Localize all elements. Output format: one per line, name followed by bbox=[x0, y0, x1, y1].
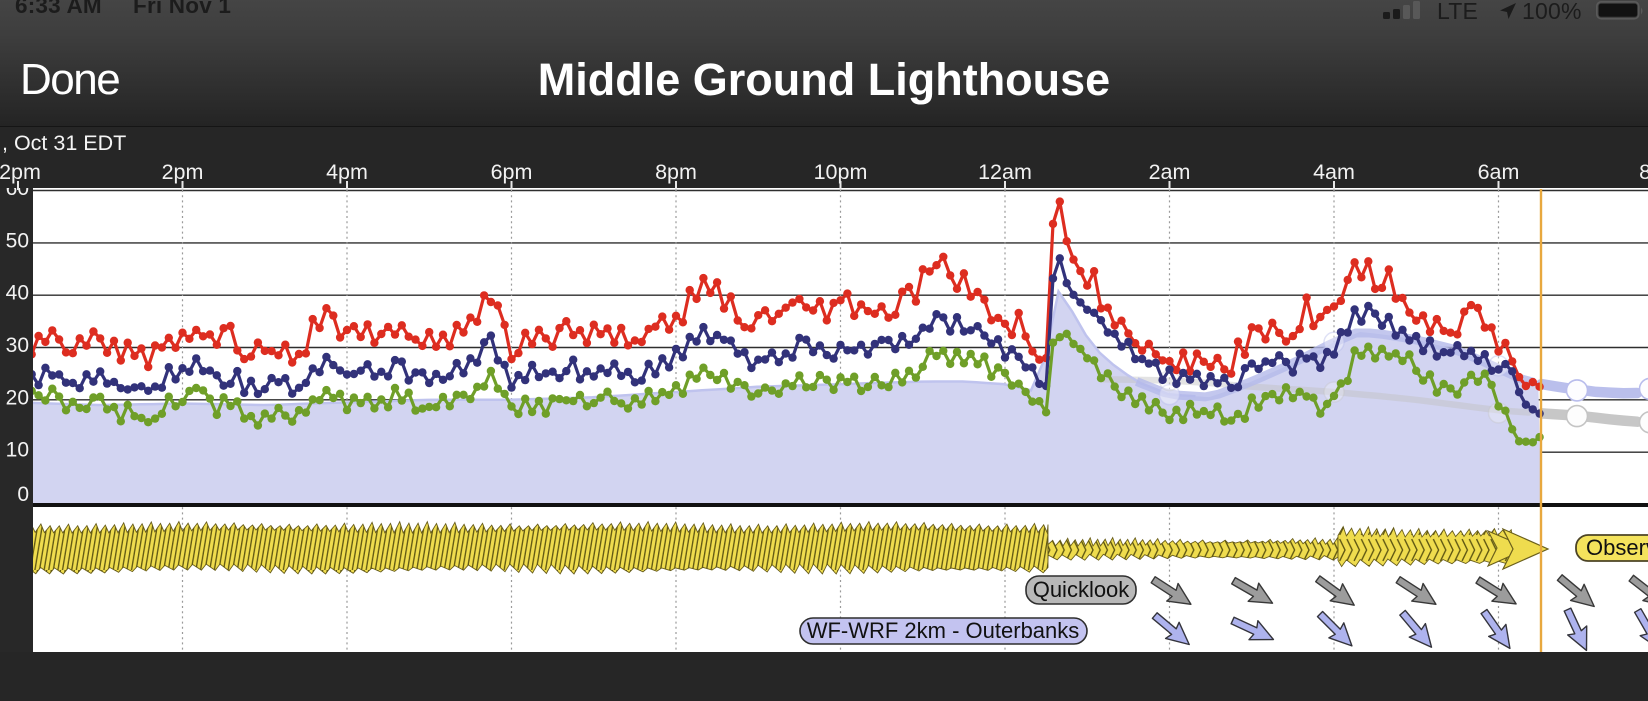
svg-text:4pm: 4pm bbox=[326, 160, 368, 184]
svg-text:12am: 12am bbox=[978, 160, 1032, 184]
svg-text:2pm: 2pm bbox=[162, 160, 204, 184]
svg-text:, Oct 31 EDT: , Oct 31 EDT bbox=[2, 131, 126, 155]
svg-text:0: 0 bbox=[17, 483, 29, 506]
svg-text:4am: 4am bbox=[1313, 160, 1355, 184]
svg-text:10pm: 10pm bbox=[814, 160, 868, 184]
svg-text:12pm: 12pm bbox=[0, 160, 41, 184]
svg-text:50: 50 bbox=[6, 229, 29, 252]
svg-text:Observat: Observat bbox=[1586, 535, 1648, 560]
svg-text:8pm: 8pm bbox=[655, 160, 697, 184]
svg-text:40: 40 bbox=[6, 282, 29, 305]
svg-text:2am: 2am bbox=[1149, 160, 1191, 184]
svg-text:WF-WRF 2km - Outerbanks: WF-WRF 2km - Outerbanks bbox=[807, 618, 1080, 643]
svg-text:10: 10 bbox=[6, 439, 29, 462]
svg-text:6pm: 6pm bbox=[491, 160, 533, 184]
svg-text:20: 20 bbox=[6, 386, 29, 409]
svg-text:Quicklook: Quicklook bbox=[1033, 577, 1131, 602]
svg-text:6am: 6am bbox=[1478, 160, 1520, 184]
svg-text:8am: 8am bbox=[1639, 160, 1648, 184]
svg-text:30: 30 bbox=[6, 334, 29, 357]
